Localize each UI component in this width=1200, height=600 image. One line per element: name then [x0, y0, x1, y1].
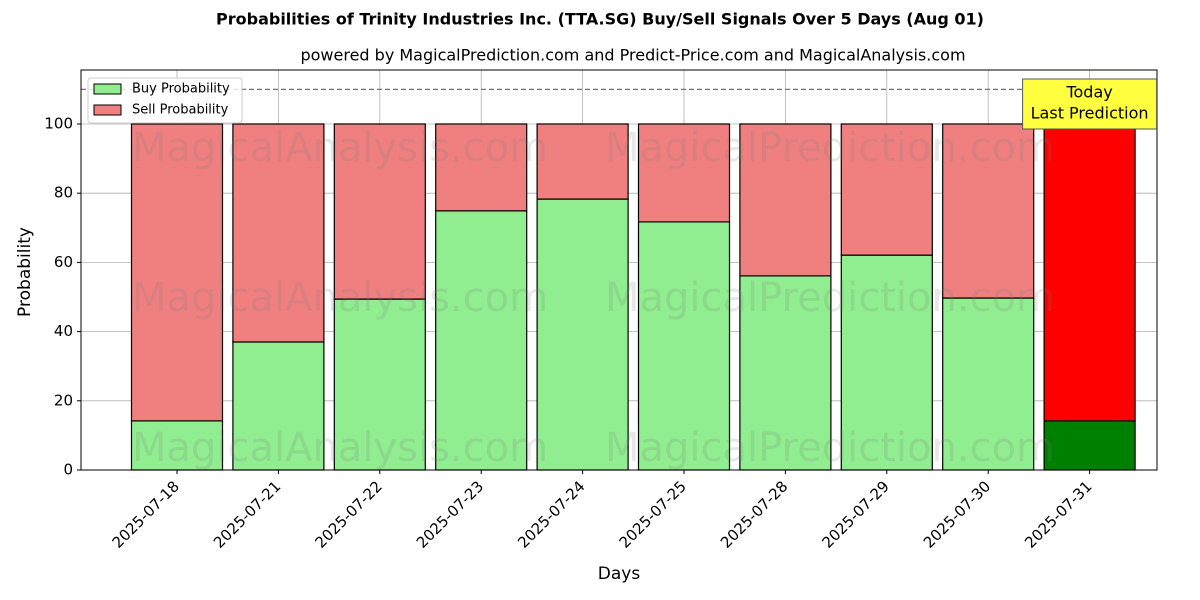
x-tick-label: 2025-07-29	[818, 477, 892, 551]
x-tick-label: 2025-07-28	[717, 477, 791, 551]
y-tick-label: 0	[63, 461, 73, 479]
y-tick-label: 80	[54, 184, 73, 202]
bar	[435, 123, 528, 212]
x-tick-label: 2025-07-23	[413, 477, 487, 551]
x-tick-label: 2025-07-31	[1021, 477, 1095, 551]
legend-label: Sell Probability	[132, 103, 229, 118]
bar	[1043, 123, 1136, 422]
legend-swatch	[93, 83, 122, 95]
bar	[536, 123, 629, 200]
bar	[333, 298, 426, 471]
bar	[739, 123, 832, 277]
watermark: MagicalPrediction.com	[605, 425, 1055, 471]
bar	[637, 221, 731, 471]
bar	[840, 123, 933, 256]
bar	[333, 123, 426, 300]
plot-frame	[80, 69, 1158, 471]
legend-box	[87, 77, 243, 124]
watermark: MagicalPrediction.com	[605, 275, 1055, 321]
legend-label: Buy Probability	[132, 82, 230, 97]
y-tick-label: 100	[44, 114, 73, 132]
chart-title: Probabilities of Trinity Industries Inc.…	[216, 10, 984, 29]
bar	[435, 210, 528, 471]
bar	[536, 198, 629, 471]
annotation-box	[1022, 78, 1158, 130]
x-tick-label: 2025-07-30	[920, 477, 994, 551]
x-tick-label: 2025-07-24	[514, 477, 588, 551]
y-tick-label: 20	[54, 391, 73, 409]
x-tick-label: 2025-07-18	[109, 477, 183, 551]
chart-subtitle: powered by MagicalPrediction.com and Pre…	[300, 46, 965, 65]
x-tick-label: 2025-07-22	[311, 477, 385, 551]
y-axis-label: Probability	[15, 227, 35, 317]
annotation-text: Last Prediction	[1031, 104, 1149, 123]
x-axis-label: Days	[598, 564, 641, 584]
bar	[232, 123, 325, 343]
bar	[637, 123, 731, 223]
bar	[942, 297, 1035, 471]
bar	[1043, 420, 1136, 471]
bars	[130, 123, 1136, 471]
overlay: MagicalAnalysis.com MagicalPrediction.com…	[132, 125, 1055, 471]
bar	[130, 123, 224, 422]
watermark: MagicalPrediction.com	[605, 125, 1055, 171]
y-tick-label: 40	[54, 322, 73, 340]
bar	[840, 254, 933, 471]
bar	[942, 123, 1035, 299]
watermark: MagicalAnalysis.com	[132, 125, 548, 171]
legend-swatch	[93, 104, 122, 116]
x-tick-label: 2025-07-21	[210, 477, 284, 551]
watermark: MagicalAnalysis.com	[132, 275, 548, 321]
y-tick-label: 60	[54, 253, 73, 271]
bar	[739, 275, 832, 471]
annotation-text: Today	[1065, 83, 1112, 102]
x-tick-label: 2025-07-25	[616, 477, 690, 551]
watermark: MagicalAnalysis.com	[132, 425, 548, 471]
